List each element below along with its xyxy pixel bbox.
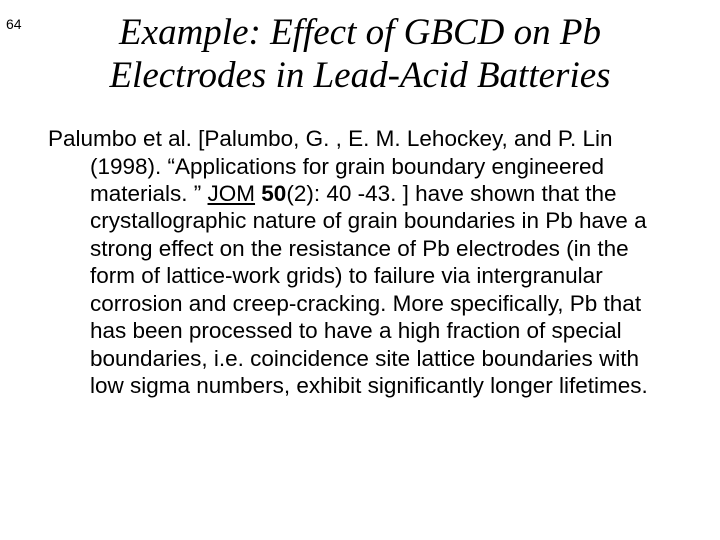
page-number: 64 [6, 16, 22, 32]
volume-number: 50 [261, 181, 286, 206]
title-line-2: Electrodes in Lead-Acid Batteries [109, 55, 610, 96]
title-line-1: Example: Effect of GBCD on Pb [119, 12, 601, 53]
body-paragraph: Palumbo et al. [Palumbo, G. , E. M. Leho… [48, 125, 672, 399]
body-post: (2): 40 -43. ] have shown that the cryst… [90, 181, 648, 398]
journal-name: JOM [208, 181, 256, 206]
slide: 64 Example: Effect of GBCD on Pb Electro… [0, 12, 720, 540]
slide-title: Example: Effect of GBCD on Pb Electrodes… [40, 12, 680, 97]
body-wrap: Palumbo et al. [Palumbo, G. , E. M. Leho… [48, 125, 672, 399]
